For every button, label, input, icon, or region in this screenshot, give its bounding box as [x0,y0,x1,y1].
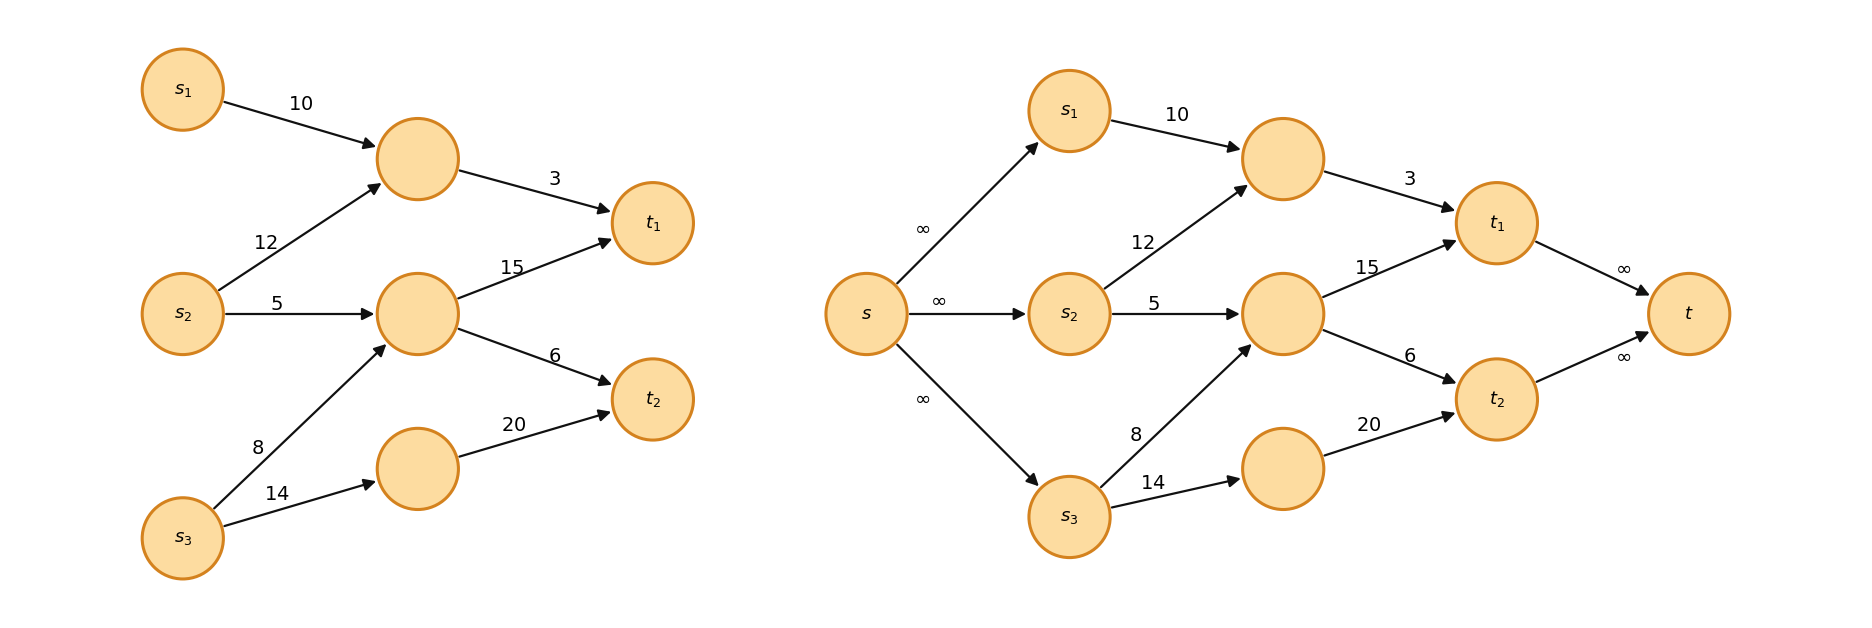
Circle shape [1456,359,1537,440]
Text: $\infty$: $\infty$ [930,292,945,310]
FancyArrowPatch shape [897,143,1037,283]
Text: $\mathit{14}$: $\mathit{14}$ [264,486,290,504]
Text: $\mathit{10}$: $\mathit{10}$ [1164,107,1189,125]
Text: $\mathit{20}$: $\mathit{20}$ [502,416,526,435]
FancyArrowPatch shape [1537,332,1647,382]
Circle shape [1243,119,1324,200]
Circle shape [1030,70,1110,151]
Text: $\mathit{14}$: $\mathit{14}$ [1140,475,1166,494]
Text: $s_{1}$: $s_{1}$ [1060,102,1078,120]
Text: $\mathit{12}$: $\mathit{12}$ [253,236,277,253]
Text: $\mathit{15}$: $\mathit{15}$ [1353,259,1380,278]
Text: $\mathit{12}$: $\mathit{12}$ [1131,236,1155,253]
FancyArrowPatch shape [459,239,610,298]
FancyArrowPatch shape [1325,171,1453,212]
Circle shape [612,359,693,440]
FancyArrowPatch shape [1101,345,1250,487]
Circle shape [378,428,459,509]
Text: $s_{3}$: $s_{3}$ [1060,508,1078,526]
Circle shape [826,273,908,355]
Circle shape [142,498,223,579]
FancyArrowPatch shape [219,185,380,290]
FancyArrowPatch shape [1112,476,1239,507]
Text: $s_{1}$: $s_{1}$ [174,80,193,99]
FancyArrowPatch shape [225,480,374,526]
Circle shape [1030,273,1110,355]
FancyArrowPatch shape [459,329,610,385]
Text: $\mathit{6}$: $\mathit{6}$ [548,348,562,365]
Text: $t$: $t$ [1685,305,1694,323]
Text: $\mathit{8}$: $\mathit{8}$ [251,440,264,458]
Text: $\mathit{3}$: $\mathit{3}$ [1402,171,1415,190]
FancyArrowPatch shape [910,309,1024,319]
Circle shape [1456,183,1537,264]
Text: $\mathit{5}$: $\mathit{5}$ [1146,296,1159,315]
FancyArrowPatch shape [1324,330,1455,383]
Text: $\infty$: $\infty$ [914,220,930,238]
Circle shape [1243,273,1324,355]
Text: $\mathit{15}$: $\mathit{15}$ [500,259,524,278]
Circle shape [612,183,693,264]
Text: $\mathit{3}$: $\mathit{3}$ [548,171,562,190]
Text: $s_{2}$: $s_{2}$ [174,305,191,323]
FancyArrowPatch shape [1104,186,1247,288]
Text: $\mathit{10}$: $\mathit{10}$ [288,96,313,114]
Circle shape [378,119,459,200]
Text: $s_{2}$: $s_{2}$ [1060,305,1078,323]
FancyArrowPatch shape [1537,242,1647,295]
Circle shape [1649,273,1730,355]
Text: $\infty$: $\infty$ [1616,259,1631,278]
Circle shape [1243,428,1324,509]
FancyArrowPatch shape [213,345,384,509]
FancyArrowPatch shape [1324,241,1455,297]
Text: $s_{3}$: $s_{3}$ [174,529,193,548]
Text: $t_{1}$: $t_{1}$ [646,213,661,233]
Text: $t_{2}$: $t_{2}$ [646,389,661,409]
Text: $\mathit{8}$: $\mathit{8}$ [1129,427,1142,445]
FancyArrowPatch shape [227,309,373,319]
FancyArrowPatch shape [1114,309,1237,319]
Circle shape [1030,477,1110,558]
FancyArrowPatch shape [225,102,374,148]
Text: $s$: $s$ [861,305,872,323]
Text: $t_{1}$: $t_{1}$ [1488,213,1505,233]
Circle shape [142,49,223,130]
FancyArrowPatch shape [1112,121,1239,152]
Text: $\mathit{5}$: $\mathit{5}$ [270,296,283,315]
FancyArrowPatch shape [461,170,608,214]
Text: $\mathit{6}$: $\mathit{6}$ [1402,348,1415,365]
Text: $t_{2}$: $t_{2}$ [1488,389,1505,409]
Text: $\infty$: $\infty$ [1616,348,1631,365]
Circle shape [378,273,459,355]
Circle shape [142,273,223,355]
FancyArrowPatch shape [459,411,608,457]
FancyArrowPatch shape [897,345,1037,485]
FancyArrowPatch shape [1325,412,1453,455]
Text: $\infty$: $\infty$ [914,390,930,408]
Text: $\mathit{20}$: $\mathit{20}$ [1355,416,1382,435]
